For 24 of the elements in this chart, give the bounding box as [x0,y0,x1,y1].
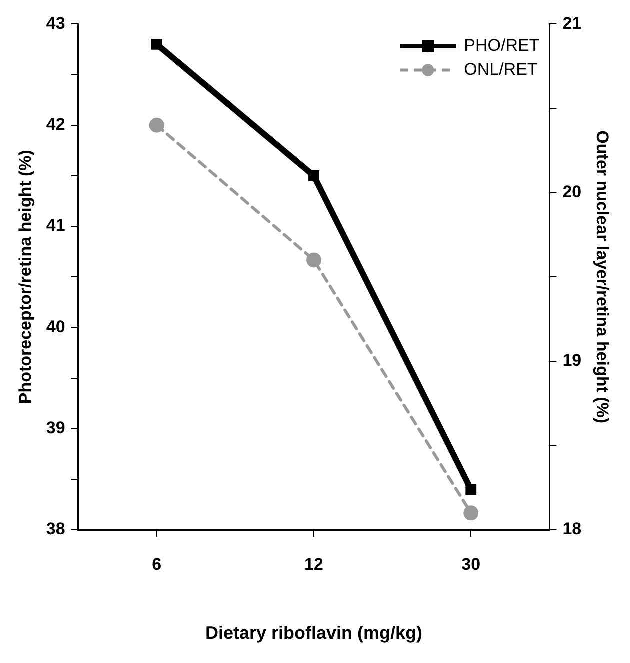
y2-axis-title: Outer nuclear layer/retina height (%) [593,130,612,424]
y2-tick-label: 19 [562,351,582,370]
x-tick-label: 6 [152,554,162,574]
point [308,170,320,182]
y-tick-label: 41 [46,216,66,236]
legend-label: ONL/RET [464,60,538,79]
y-axis-title: Photoreceptor/retina height (%) [16,150,35,404]
y2-tick-label: 20 [562,182,582,202]
y-tick-label: 40 [46,317,66,336]
x-axis-title: Dietary riboflavin (mg/kg) [205,623,423,644]
y-tick-label: 38 [46,520,66,539]
x-tick-label: 12 [304,554,324,574]
y2-tick-label: 18 [562,520,582,539]
y2-tick-label: 21 [562,14,582,33]
legend-label: PHO/RET [464,36,540,55]
point [306,252,322,268]
x-tick-label: 30 [462,554,481,574]
point [466,484,477,495]
y-tick-label: 39 [46,418,66,438]
y-tick-label: 43 [46,14,66,33]
point [464,506,479,521]
point [149,118,164,133]
point [151,38,162,50]
y-tick-label: 42 [46,115,66,134]
